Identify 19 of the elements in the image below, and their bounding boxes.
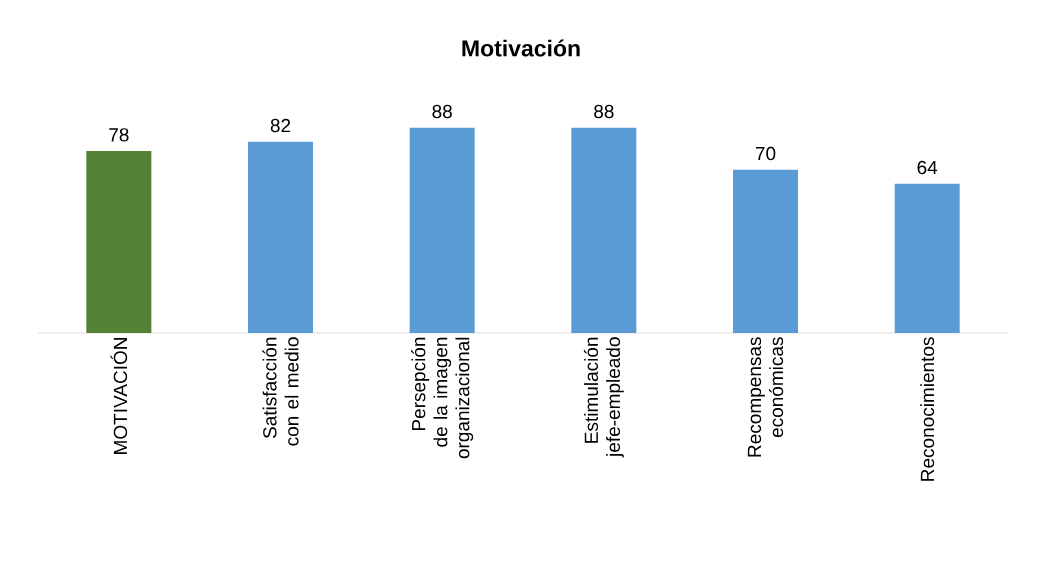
bar [571,127,637,333]
bar [86,151,152,333]
data-label: 88 [594,104,614,119]
bar [733,169,799,333]
chart-title: Motivación [462,39,580,57]
bar [248,141,313,333]
x-tick-label: Reconocimientos [920,337,935,481]
data-label: 82 [270,118,291,133]
data-label: 78 [109,128,129,142]
data-label: 70 [755,146,776,161]
bar [409,127,475,333]
data-label: 88 [432,104,452,119]
bar [894,183,960,333]
x-tick-label: Estimulación jefe-empleado [583,337,624,458]
x-tick-label: Recompensas económicas [747,337,784,457]
x-tick-label: Satisfacción con el medio [262,337,299,446]
x-tick-label: Persepción de la imagen organizacional [411,337,474,459]
x-tick-label: MOTIVACIÓN [110,338,128,454]
data-label: 64 [917,160,938,175]
